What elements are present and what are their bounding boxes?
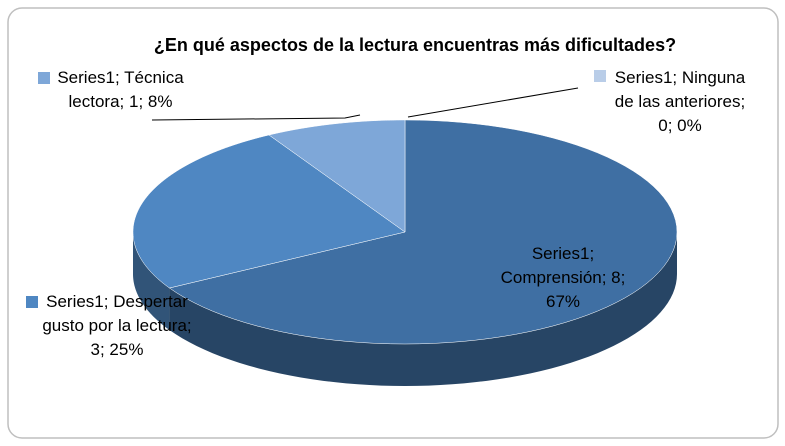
legend-key [594, 70, 606, 82]
data-label: Series1; Comprensión; 8; 67% [500, 244, 626, 311]
data-label: Series1; Despertar gusto por la lectura;… [42, 292, 192, 359]
data-label: Series1; Técnica lectora; 1; 8% [57, 68, 184, 111]
chart-title: ¿En qué aspectos de la lectura encuentra… [153, 35, 677, 55]
leader-line [151, 114, 361, 121]
pie-slice [168, 119, 678, 345]
pie-slice [132, 134, 406, 289]
data-label: Series1; Ninguna de las anteriores; 0; 0… [614, 68, 746, 135]
leader-line [407, 87, 579, 118]
legend-key [38, 72, 50, 84]
pie-side [169, 232, 677, 386]
pie-slice [268, 119, 406, 233]
legend-key [26, 296, 38, 308]
pie-side [133, 232, 170, 330]
